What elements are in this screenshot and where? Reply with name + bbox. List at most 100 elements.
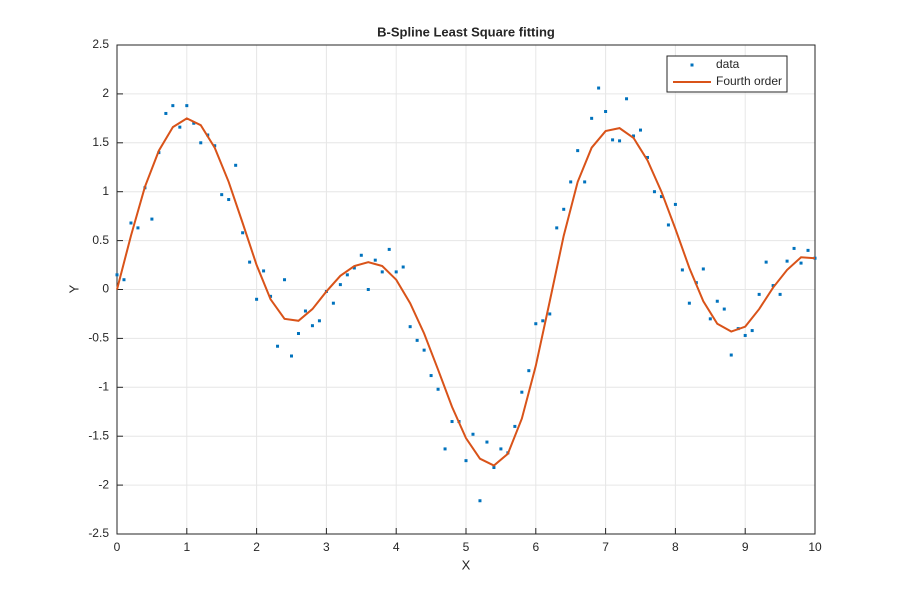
data-point	[171, 104, 175, 108]
data-point	[541, 319, 545, 323]
data-point	[715, 299, 719, 303]
data-point	[785, 259, 789, 263]
data-point	[366, 288, 370, 291]
data-point	[199, 141, 203, 145]
data-point	[317, 319, 321, 323]
fit-line	[116, 117, 816, 467]
data-point	[269, 294, 273, 298]
data-point	[227, 198, 231, 202]
data-point	[164, 111, 168, 115]
data-point	[778, 292, 782, 296]
data-point	[743, 333, 747, 337]
data-point	[178, 125, 182, 129]
data-point	[429, 374, 433, 378]
data-point	[436, 387, 440, 391]
data-point	[136, 226, 140, 230]
data-point	[666, 223, 670, 227]
legend-label: Fourth order	[716, 74, 782, 88]
data-point	[464, 459, 468, 463]
x-tick-label: 1	[183, 540, 190, 554]
data-point	[401, 265, 405, 269]
y-axis-label: Y	[66, 284, 81, 293]
data-point	[394, 270, 398, 274]
data-point	[296, 332, 300, 336]
data-point	[352, 266, 356, 270]
x-tick-label: 4	[393, 540, 400, 554]
data-point	[443, 447, 447, 451]
data-point	[701, 267, 705, 271]
data-point	[262, 269, 266, 273]
y-tick-label: -1	[98, 379, 109, 393]
y-tick-label: 2.5	[92, 37, 109, 51]
data-point	[687, 301, 691, 305]
data-point	[806, 248, 810, 252]
data-point	[492, 465, 496, 469]
y-tick-label: -1.5	[88, 428, 109, 442]
data-point	[722, 307, 726, 311]
x-tick-label: 6	[532, 540, 539, 554]
data-point	[345, 273, 349, 277]
data-point	[373, 258, 377, 262]
data-point	[604, 110, 608, 114]
data-point	[799, 261, 803, 265]
data-point	[213, 144, 217, 148]
data-point	[478, 499, 482, 503]
x-tick-label: 3	[323, 540, 330, 554]
data-point	[632, 134, 636, 138]
y-tick-label: 1.5	[92, 135, 109, 149]
data-point	[415, 338, 419, 342]
data-point	[764, 260, 768, 264]
legend-swatch	[690, 63, 694, 67]
legend-label: data	[716, 57, 740, 71]
data-point	[380, 270, 384, 274]
data-point	[129, 221, 133, 225]
data-point	[408, 325, 412, 329]
data-point	[757, 292, 761, 296]
data-point	[659, 195, 663, 199]
data-point	[771, 284, 775, 288]
x-tick-label: 10	[808, 540, 822, 554]
x-tick-label: 8	[672, 540, 679, 554]
data-point	[338, 283, 342, 287]
data-point	[680, 268, 684, 272]
data-point	[639, 128, 642, 132]
data-point	[729, 353, 733, 357]
data-point	[192, 121, 196, 125]
data-point	[422, 348, 426, 352]
data-point	[597, 86, 601, 90]
data-point	[590, 116, 594, 120]
data-point	[276, 344, 280, 348]
data-point	[220, 193, 224, 197]
data-point	[115, 273, 119, 277]
x-tick-label: 7	[602, 540, 609, 554]
data-point	[359, 253, 363, 257]
data-point	[290, 354, 293, 358]
y-tick-label: -2.5	[88, 526, 109, 540]
data-point	[331, 301, 335, 305]
data-point	[283, 278, 287, 282]
data-point	[652, 190, 656, 194]
y-tick-label: 0	[102, 282, 109, 296]
data-point	[625, 97, 629, 101]
data-point	[569, 180, 573, 184]
x-tick-label: 2	[253, 540, 260, 554]
chart-title: B-Spline Least Square fitting	[377, 24, 555, 39]
data-point	[513, 424, 517, 428]
data-point	[234, 163, 238, 167]
data-point	[576, 149, 580, 153]
data-point	[708, 317, 712, 321]
data-point	[485, 440, 489, 444]
data-point	[583, 180, 587, 184]
data-point	[673, 202, 677, 206]
data-point	[450, 420, 454, 424]
y-tick-label: -2	[98, 477, 109, 491]
data-point	[150, 217, 154, 221]
x-tick-label: 0	[114, 540, 121, 554]
data-point	[122, 278, 126, 282]
data-point	[792, 246, 796, 250]
data-point	[387, 247, 391, 251]
data-point	[750, 329, 754, 333]
data-point	[255, 297, 259, 301]
x-tick-label: 9	[742, 540, 749, 554]
